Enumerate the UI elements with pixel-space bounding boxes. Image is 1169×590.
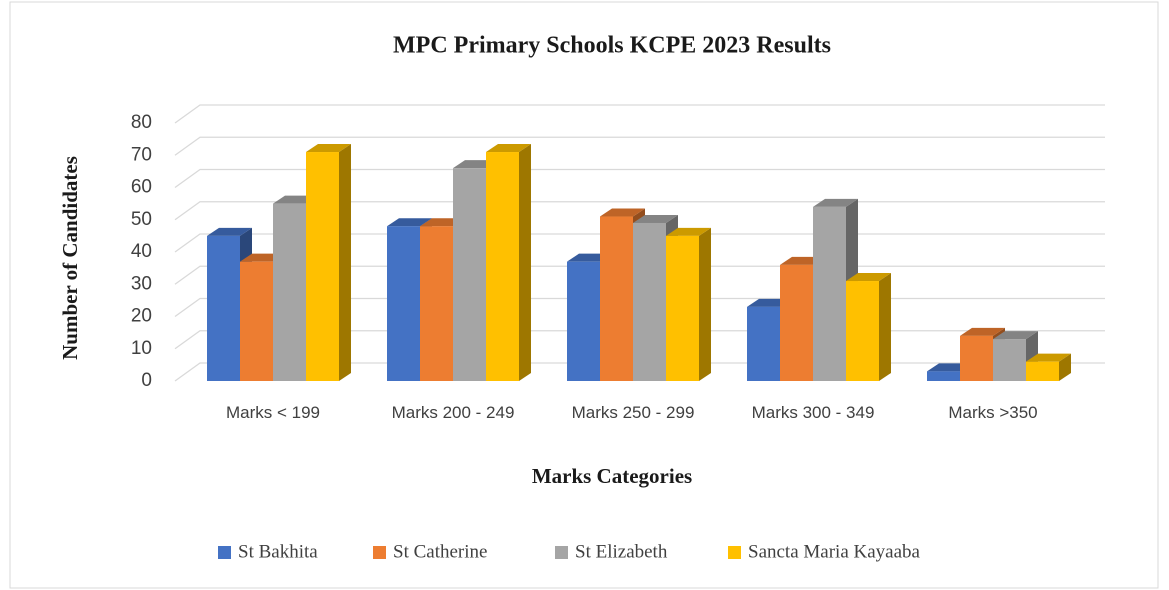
bar-front <box>453 168 486 381</box>
y-tick-label: 80 <box>131 112 152 133</box>
y-tick-label: 30 <box>131 273 152 294</box>
bar-front <box>780 264 813 381</box>
bar-top <box>486 144 531 153</box>
bar-front <box>387 226 420 381</box>
bar-side <box>1059 353 1071 381</box>
bar-side <box>339 144 351 381</box>
y-tick-label: 40 <box>131 241 152 262</box>
y-tick-label: 70 <box>131 144 152 165</box>
x-tick-label: Marks >350 <box>948 403 1038 422</box>
bar-top <box>207 227 252 236</box>
bar-front <box>207 235 240 381</box>
bar <box>666 227 711 381</box>
x-axis-title: Marks Categories <box>532 464 692 488</box>
bar <box>846 273 891 381</box>
legend-label: St Catherine <box>393 541 487 562</box>
y-tick-label: 50 <box>131 209 152 230</box>
bar-top <box>846 273 891 282</box>
bar <box>486 144 531 381</box>
bar-top <box>666 227 711 236</box>
x-tick-label: Marks 250 - 299 <box>571 403 695 422</box>
y-tick-label: 20 <box>131 306 152 327</box>
bar-side <box>699 227 711 381</box>
y-axis-title: Number of Candidates <box>58 156 82 360</box>
legend-swatch <box>728 546 741 559</box>
bar-top <box>306 144 351 153</box>
bar <box>306 144 351 381</box>
x-tick-label: Marks 200 - 249 <box>391 403 515 422</box>
y-tick-label: 60 <box>131 177 152 198</box>
legend-swatch <box>218 546 231 559</box>
bar-front <box>600 216 633 381</box>
x-tick-label-box: Marks >350 <box>948 403 1038 422</box>
bar-front <box>633 222 666 381</box>
bar-top <box>1026 353 1071 362</box>
bar-side <box>879 273 891 381</box>
x-tick-label-box: Marks 300 - 349 <box>751 403 875 422</box>
bar-front <box>420 226 453 381</box>
y-tick-label: 10 <box>131 338 152 359</box>
legend-label: Sancta Maria Kayaaba <box>748 541 921 562</box>
legend-swatch <box>373 546 386 559</box>
bar-front <box>747 306 780 381</box>
grid-line <box>174 104 1105 124</box>
bar-top <box>813 198 858 207</box>
bar-top <box>960 327 1005 336</box>
bar-top <box>633 214 678 223</box>
bar-front <box>486 152 519 381</box>
chart-title: MPC Primary Schools KCPE 2023 Results <box>393 33 831 59</box>
x-tick-label-box: Marks 250 - 299 <box>571 403 695 422</box>
bar-top <box>600 208 645 217</box>
legend-label: St Bakhita <box>238 541 318 562</box>
bar-front <box>1026 361 1059 381</box>
bar-front <box>273 203 306 381</box>
bar-front <box>927 371 960 381</box>
bar-top <box>387 218 432 227</box>
y-tick-label: 0 <box>141 370 152 391</box>
bar-front <box>993 339 1026 381</box>
x-tick-label: Marks < 199 <box>225 403 320 422</box>
legend-label: St Elizabeth <box>575 541 668 562</box>
bar-front <box>846 281 879 381</box>
bar-front <box>306 152 339 381</box>
bar-front <box>240 261 273 381</box>
x-tick-label-box: Marks 200 - 249 <box>391 403 515 422</box>
bar-front <box>813 206 846 381</box>
bar-top <box>993 331 1038 340</box>
x-tick-label-box: Marks < 199 <box>225 403 320 422</box>
grid-line <box>174 233 1105 253</box>
grid-line <box>174 201 1105 221</box>
bar-front <box>567 261 600 381</box>
bar <box>1026 353 1071 381</box>
bar-front <box>960 335 993 381</box>
bar-side <box>519 144 531 381</box>
legend-swatch <box>555 546 568 559</box>
x-tick-label: Marks 300 - 349 <box>751 403 875 422</box>
grid-line <box>174 136 1105 156</box>
bar-front <box>666 235 699 381</box>
grid-line <box>174 168 1105 189</box>
